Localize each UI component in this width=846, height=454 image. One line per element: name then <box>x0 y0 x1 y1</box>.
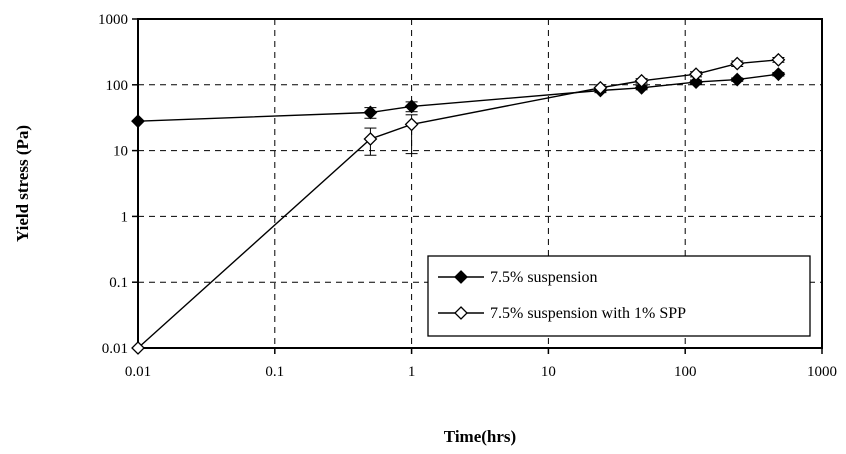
y-tick-label: 1 <box>121 209 129 225</box>
y-tick-label: 1000 <box>98 12 128 28</box>
data-point <box>404 99 419 114</box>
y-tick-label: 100 <box>106 78 129 94</box>
y-tick-label: 10 <box>113 144 128 160</box>
data-point <box>363 105 378 120</box>
x-tick-label: 1 <box>408 364 416 380</box>
data-series <box>131 52 786 355</box>
legend-label: 7.5% suspension with 1% SPP <box>490 305 686 322</box>
x-tick-label: 100 <box>674 364 697 380</box>
data-point <box>363 132 378 146</box>
legend-marker <box>454 270 468 284</box>
x-tick-label: 0.01 <box>125 364 151 380</box>
data-point <box>730 56 745 71</box>
y-axis-title: Yield stress (Pa) <box>13 125 32 242</box>
data-point <box>634 73 649 88</box>
y-tick-label: 0.01 <box>102 341 128 357</box>
legend-label: 7.5% suspension <box>490 269 598 286</box>
data-point <box>771 67 786 82</box>
axis-ticks: 0.01 0.1 1 10 100 1000 0.01 0.1 1 10 100 1000 <box>98 12 837 380</box>
x-axis-title: Time(hrs) <box>444 427 516 446</box>
series-line <box>137 59 779 349</box>
legend-marker <box>454 306 468 320</box>
data-point <box>131 114 145 129</box>
x-tick-label: 0.1 <box>265 364 284 380</box>
legend: 7.5% suspension 7.5% suspension with 1% S… <box>427 255 811 337</box>
x-tick-label: 10 <box>541 364 556 380</box>
data-point <box>771 52 786 67</box>
data-point <box>593 80 608 95</box>
plot-area-frame <box>137 18 823 349</box>
data-point <box>404 117 419 132</box>
data-point <box>131 341 145 355</box>
legend-box <box>427 255 811 337</box>
x-tick-label: 1000 <box>807 364 837 380</box>
data-point <box>634 80 649 95</box>
series-line <box>137 73 779 122</box>
data-point <box>730 72 745 87</box>
series-suspension <box>131 67 786 129</box>
data-point <box>689 67 703 82</box>
series-suspension-spp <box>131 52 786 355</box>
data-point <box>689 75 703 89</box>
y-tick-label: 0.1 <box>109 275 128 291</box>
